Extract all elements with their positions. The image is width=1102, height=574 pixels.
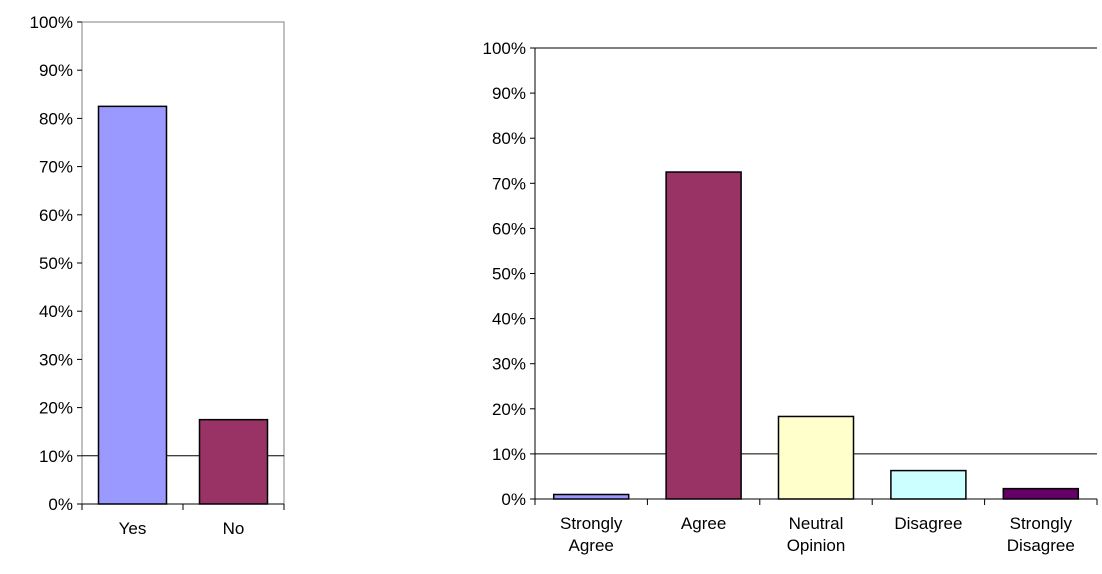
opinion-y-tick-label: 50% (492, 265, 526, 284)
opinion-x-tick-label: Agree (681, 514, 726, 533)
opinion-bar (1002, 487, 1080, 500)
yes-no-chart: 0% 10% 20% 30% 40% 50% 60% 70% 80% 90% 100% Yes No (30, 13, 285, 538)
opinion-y-tick-label: 80% (492, 129, 526, 148)
yesno-y-tick-label: 70% (39, 158, 73, 177)
opinion-y-tick-label: 10% (492, 445, 526, 464)
opinion-y-tick-label: 60% (492, 219, 526, 238)
yesno-x-tick-label: Yes (119, 519, 147, 538)
yesno-x-tick-label: No (223, 519, 245, 538)
yesno-y-tick-label: 10% (39, 447, 73, 466)
opinion-y-tick-label: 30% (492, 355, 526, 374)
opinion-y-tick-label: 20% (492, 400, 526, 419)
yesno-y-tick-label: 40% (39, 302, 73, 321)
yesno-y-tick-label: 0% (48, 495, 73, 514)
opinion-x-tick-label: Strongly Agree (560, 514, 623, 555)
yesno-y-tick-label: 50% (39, 254, 73, 273)
opinion-y-tick-label: 70% (492, 174, 526, 193)
agreement-chart: 0% 10% 20% 30% 40% 50% 60% 70% 80% 90% 100% Strongl… (483, 39, 1098, 555)
yesno-y-tick-label: 60% (39, 206, 73, 225)
yesno-y-tick-label: 90% (39, 61, 73, 80)
yesno-bar (97, 105, 168, 505)
opinion-y-tick-label: 90% (492, 84, 526, 103)
yesno-y-tick-label: 30% (39, 350, 73, 369)
opinion-bar (665, 171, 742, 500)
yesno-bar (198, 418, 269, 505)
opinion-y-tick-label: 100% (483, 39, 526, 58)
opinion-bar (890, 469, 967, 500)
opinion-y-tick-label: 0% (501, 490, 526, 509)
opinion-y-tick-label: 40% (492, 310, 526, 329)
yesno-y-tick-label: 20% (39, 399, 73, 418)
yesno-y-tick-label: 80% (39, 109, 73, 128)
opinion-bar (777, 415, 855, 500)
opinion-bar (552, 493, 630, 500)
opinion-x-tick-label: Strongly Disagree (1007, 514, 1075, 555)
opinion-x-tick-label: Neutral Opinion (787, 514, 846, 555)
yesno-y-tick-label: 100% (30, 13, 73, 32)
opinion-x-tick-label: Disagree (894, 514, 962, 533)
